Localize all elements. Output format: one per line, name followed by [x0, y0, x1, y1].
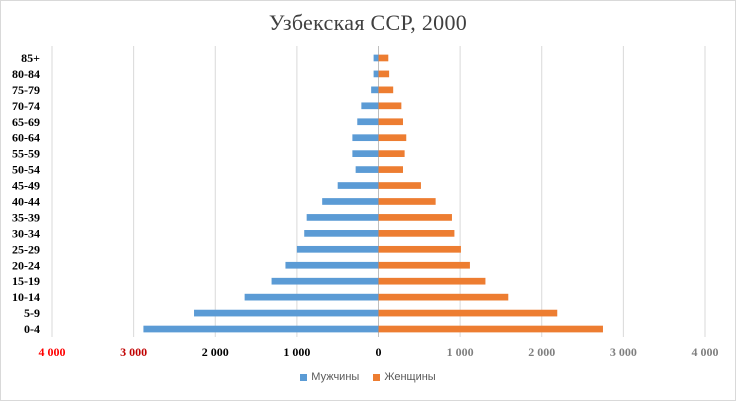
- bar-male[interactable]: [361, 102, 379, 110]
- bar-male[interactable]: [373, 70, 379, 78]
- category-label: 60-64: [12, 131, 40, 145]
- bar-female[interactable]: [378, 102, 402, 110]
- grid-lines: [51, 46, 706, 337]
- category-label: 25-29: [12, 242, 40, 256]
- category-label: 20-24: [12, 258, 40, 272]
- bar-female[interactable]: [378, 277, 486, 285]
- x-tick-label: 4 000: [692, 345, 719, 359]
- legend-label-male: Мужчины: [311, 371, 360, 383]
- bar-male[interactable]: [357, 118, 379, 126]
- legend-item-male[interactable]: Мужчины: [300, 371, 359, 383]
- bar-female[interactable]: [378, 134, 407, 142]
- category-label: 40-44: [12, 194, 40, 208]
- x-tick-label: 2 000: [528, 345, 555, 359]
- chart-title: Узбекская ССР, 2000: [268, 10, 468, 35]
- bar-male[interactable]: [143, 325, 379, 333]
- x-tick-label: 4 000: [39, 345, 66, 359]
- category-label: 70-74: [12, 99, 40, 113]
- category-label: 45-49: [12, 179, 40, 193]
- bar-female[interactable]: [378, 325, 603, 333]
- x-axis-tick-labels: 4 000 3 000 2 000 1 000 0 1 000 2 000 3 000 4 00…: [39, 345, 719, 359]
- category-label: 10-14: [12, 290, 40, 304]
- bar-female[interactable]: [378, 293, 509, 301]
- bar-male[interactable]: [355, 166, 379, 173]
- bar-female[interactable]: [378, 198, 436, 205]
- bar-male[interactable]: [304, 230, 379, 237]
- category-label: 15-19: [12, 274, 40, 288]
- bar-male[interactable]: [244, 293, 379, 301]
- legend-swatch-female: [373, 373, 381, 381]
- x-tick-label: 3 000: [610, 345, 637, 359]
- bar-male[interactable]: [373, 54, 379, 62]
- category-label: 5-9: [24, 306, 40, 320]
- category-label: 35-39: [12, 210, 40, 224]
- legend-label-female: Женщины: [384, 371, 436, 383]
- legend-item-female[interactable]: Женщины: [373, 371, 436, 383]
- category-label: 80-84: [12, 67, 40, 81]
- bar-male[interactable]: [271, 277, 379, 285]
- bar-female[interactable]: [378, 182, 421, 189]
- bar-female[interactable]: [378, 70, 390, 78]
- bar-male[interactable]: [296, 245, 379, 253]
- legend-swatch-male: [300, 373, 308, 381]
- category-labels: 85+ 80-84 75-79 70-74 65-69 60-64 55-59 50-54 45…: [12, 51, 40, 336]
- x-tick-label: 1 000: [447, 345, 474, 359]
- bar-female[interactable]: [378, 261, 470, 269]
- category-label: 85+: [21, 51, 40, 65]
- bar-female[interactable]: [378, 166, 403, 173]
- category-label: 65-69: [12, 115, 40, 129]
- bar-female[interactable]: [378, 150, 405, 157]
- bars: [143, 54, 603, 333]
- bar-female[interactable]: [378, 230, 455, 237]
- category-label: 75-79: [12, 83, 40, 97]
- bar-female[interactable]: [378, 309, 558, 317]
- bar-male[interactable]: [352, 150, 379, 157]
- bar-female[interactable]: [378, 54, 389, 62]
- bar-female[interactable]: [378, 118, 403, 126]
- bar-male[interactable]: [352, 134, 379, 142]
- x-tick-label: 2 000: [202, 345, 229, 359]
- bar-male[interactable]: [371, 86, 379, 94]
- bar-male[interactable]: [306, 214, 379, 221]
- bar-female[interactable]: [378, 214, 452, 221]
- bar-female[interactable]: [378, 86, 394, 94]
- category-label: 50-54: [12, 163, 40, 177]
- legend: Мужчины Женщины: [0, 371, 736, 383]
- category-label: 55-59: [12, 147, 40, 161]
- bar-female[interactable]: [378, 245, 461, 253]
- bar-male[interactable]: [285, 261, 379, 269]
- x-tick-label: 3 000: [120, 345, 147, 359]
- x-tick-label: 0: [376, 345, 382, 359]
- category-label: 30-34: [12, 226, 40, 240]
- bar-male[interactable]: [337, 182, 379, 189]
- x-tick-label: 1 000: [283, 345, 310, 359]
- bar-male[interactable]: [194, 309, 379, 317]
- category-label: 0-4: [24, 322, 40, 336]
- bar-male[interactable]: [322, 198, 379, 205]
